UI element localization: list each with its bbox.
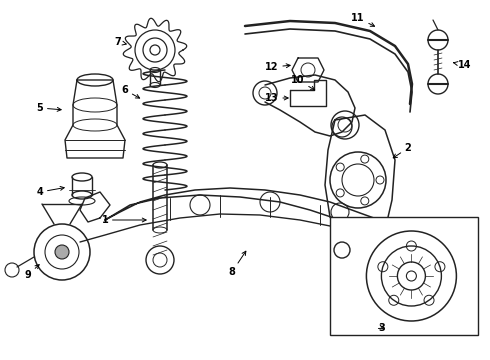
Text: 11: 11 [351, 13, 374, 26]
Text: 12: 12 [265, 62, 290, 72]
Text: 5: 5 [37, 103, 61, 113]
Text: 13: 13 [265, 93, 288, 103]
Text: 4: 4 [37, 186, 64, 197]
Circle shape [55, 245, 69, 259]
FancyBboxPatch shape [330, 217, 478, 335]
Text: 8: 8 [228, 251, 246, 277]
Text: 1: 1 [101, 215, 146, 225]
Text: 6: 6 [122, 85, 140, 98]
Text: 3: 3 [378, 323, 385, 333]
Text: 10: 10 [291, 75, 315, 90]
Text: 14: 14 [454, 60, 472, 70]
Text: 7: 7 [115, 37, 126, 47]
Text: 9: 9 [24, 265, 39, 280]
Text: 2: 2 [393, 143, 412, 158]
